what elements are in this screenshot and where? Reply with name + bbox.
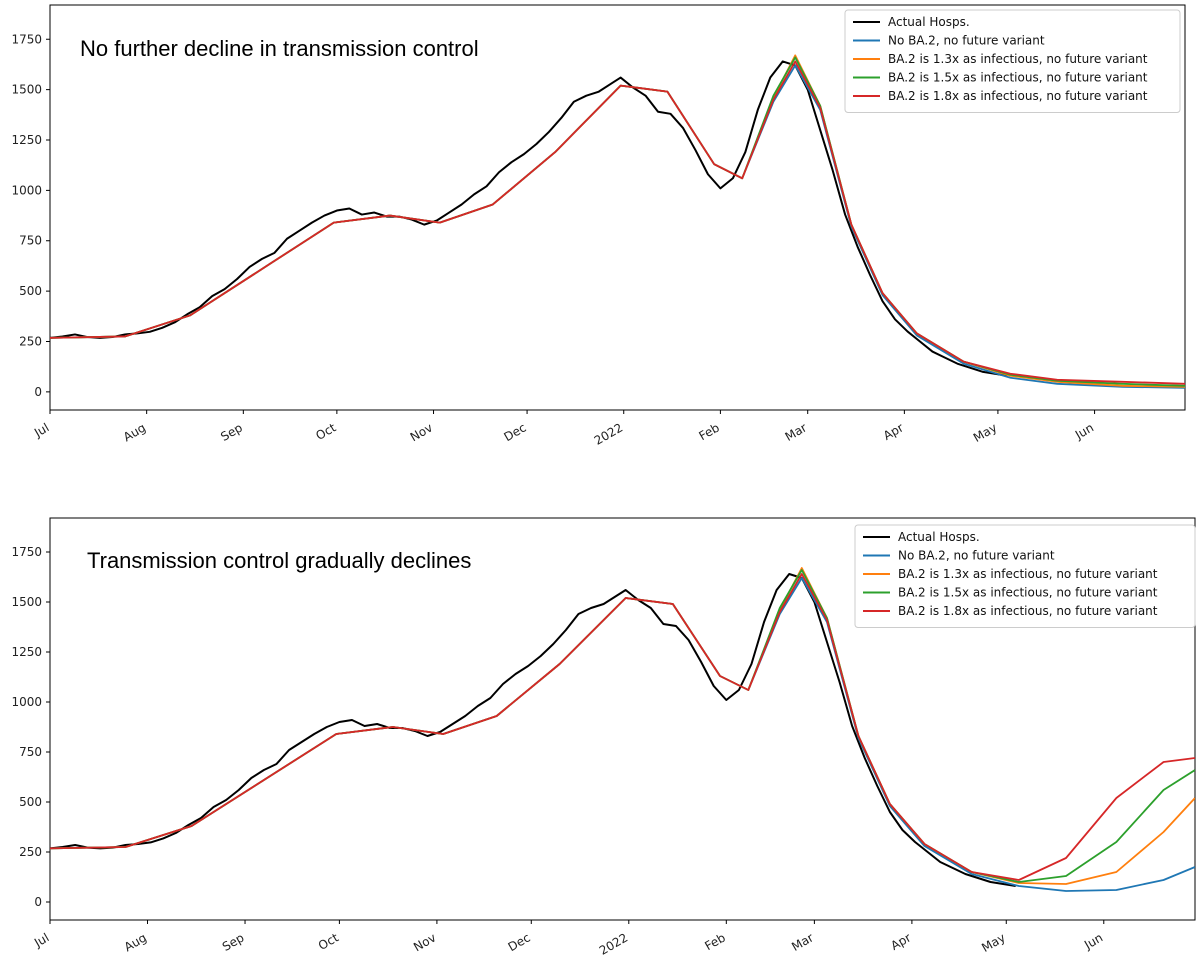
x-tick-label: Jun bbox=[1081, 930, 1105, 952]
y-tick-label: 750 bbox=[19, 234, 42, 248]
x-axis: Jul Aug Sep Oct Nov Dec 2022 Feb Mar Apr May Jun bbox=[31, 920, 1105, 958]
y-tick-label: 1500 bbox=[11, 83, 42, 97]
legend-entry: BA.2 is 1.8x as infectious, no future va… bbox=[898, 604, 1158, 618]
series-line-1 bbox=[50, 573, 1016, 887]
y-tick-label: 1250 bbox=[11, 645, 42, 659]
x-tick-label: Nov bbox=[411, 930, 438, 954]
panel-title: No further decline in transmission contr… bbox=[80, 36, 479, 61]
x-tick-label: Apr bbox=[888, 930, 913, 953]
series-lines bbox=[50, 567, 1195, 892]
x-tick-label: Feb bbox=[696, 420, 721, 443]
y-tick-label: 750 bbox=[19, 745, 42, 759]
y-tick-label: 1250 bbox=[11, 133, 42, 147]
x-tick-label: Sep bbox=[218, 420, 245, 443]
legend-entry: Actual Hosps. bbox=[888, 15, 970, 29]
legend-entry: BA.2 is 1.3x as infectious, no future va… bbox=[888, 52, 1148, 66]
x-tick-label: Dec bbox=[501, 420, 528, 444]
legend-entry: No BA.2, no future variant bbox=[888, 34, 1045, 48]
legend-entry: BA.2 is 1.5x as infectious, no future va… bbox=[898, 586, 1158, 600]
x-tick-label: Dec bbox=[506, 930, 533, 954]
x-axis: Jul Aug Sep Oct Nov Dec 2022 Feb Mar Apr May Jun bbox=[31, 410, 1096, 448]
y-tick-label: 250 bbox=[19, 334, 42, 348]
y-tick-label: 500 bbox=[19, 795, 42, 809]
x-tick-label: Jun bbox=[1072, 420, 1096, 442]
series-lines bbox=[50, 54, 1185, 389]
x-tick-label: Oct bbox=[313, 420, 338, 443]
y-tick-label: 0 bbox=[34, 895, 42, 909]
legend: Actual Hosps. No BA.2, no future variant B… bbox=[854, 524, 1196, 628]
legend-entry: Actual Hosps. bbox=[898, 530, 980, 544]
legend-entry: BA.2 is 1.3x as infectious, no future va… bbox=[898, 567, 1158, 581]
series-line-1 bbox=[50, 60, 1008, 377]
x-tick-label: Feb bbox=[702, 930, 727, 953]
y-tick-label: 500 bbox=[19, 284, 42, 298]
x-tick-label: 2022 bbox=[592, 420, 625, 447]
x-tick-label: Sep bbox=[220, 930, 247, 953]
x-tick-label: Mar bbox=[789, 930, 816, 953]
chart-panel-2: 0 250 500 750 1000 1250 1500 1750 Jul Aug Sep Oct No… bbox=[11, 517, 1196, 958]
chart-panel-1: 0 250 500 750 1000 1250 1500 1750 Jul Aug Sep Oct No… bbox=[11, 4, 1186, 448]
x-tick-label: Aug bbox=[121, 420, 148, 444]
x-tick-label: Jul bbox=[31, 420, 51, 440]
x-tick-label: Jul bbox=[31, 930, 51, 950]
x-tick-label: May bbox=[971, 420, 999, 445]
panel-title: Transmission control gradually declines bbox=[87, 548, 471, 573]
legend-box bbox=[854, 524, 1196, 628]
x-tick-label: Apr bbox=[881, 420, 906, 443]
y-tick-label: 1000 bbox=[11, 695, 42, 709]
x-tick-label: Aug bbox=[122, 930, 149, 954]
y-tick-label: 0 bbox=[34, 385, 42, 399]
y-tick-label: 1750 bbox=[11, 32, 42, 46]
legend: Actual Hosps. No BA.2, no future variant B… bbox=[844, 9, 1181, 113]
legend-box bbox=[844, 9, 1181, 113]
y-axis: 0 250 500 750 1000 1250 1500 1750 bbox=[11, 545, 50, 909]
legend-entry: BA.2 is 1.8x as infectious, no future va… bbox=[888, 89, 1148, 103]
y-tick-label: 1500 bbox=[11, 595, 42, 609]
x-tick-label: Nov bbox=[408, 420, 435, 444]
x-tick-label: Mar bbox=[783, 420, 810, 443]
legend-entry: BA.2 is 1.5x as infectious, no future va… bbox=[888, 71, 1148, 85]
series-line-5 bbox=[50, 573, 1195, 881]
x-tick-label: Oct bbox=[316, 930, 341, 953]
x-tick-label: May bbox=[979, 930, 1007, 955]
series-line-5 bbox=[50, 60, 1185, 385]
legend-entry: No BA.2, no future variant bbox=[898, 549, 1055, 563]
y-tick-label: 1000 bbox=[11, 183, 42, 197]
y-tick-label: 1750 bbox=[11, 545, 42, 559]
x-tick-label: 2022 bbox=[597, 930, 630, 957]
y-tick-label: 250 bbox=[19, 845, 42, 859]
y-axis: 0 250 500 750 1000 1250 1500 1750 bbox=[11, 32, 50, 399]
